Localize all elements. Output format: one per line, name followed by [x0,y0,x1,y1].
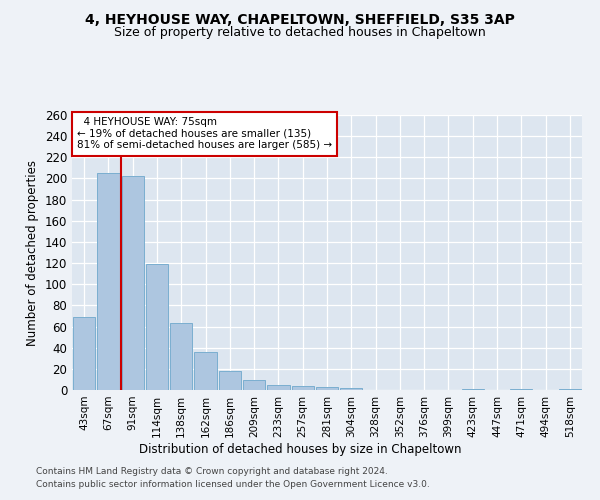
Bar [194,352,217,390]
Bar [316,387,338,390]
Bar [97,173,119,390]
Bar [340,388,362,390]
Bar [73,317,95,390]
Text: Distribution of detached houses by size in Chapeltown: Distribution of detached houses by size … [139,442,461,456]
Bar [267,384,290,390]
Bar [146,264,168,390]
Text: Size of property relative to detached houses in Chapeltown: Size of property relative to detached ho… [114,26,486,39]
Bar [122,176,144,390]
Bar [559,389,581,390]
Text: Contains public sector information licensed under the Open Government Licence v3: Contains public sector information licen… [36,480,430,489]
Y-axis label: Number of detached properties: Number of detached properties [26,160,39,346]
Bar [510,389,532,390]
Bar [461,389,484,390]
Text: 4 HEYHOUSE WAY: 75sqm
← 19% of detached houses are smaller (135)
81% of semi-det: 4 HEYHOUSE WAY: 75sqm ← 19% of detached … [77,117,332,150]
Text: Contains HM Land Registry data © Crown copyright and database right 2024.: Contains HM Land Registry data © Crown c… [36,468,388,476]
Text: 4, HEYHOUSE WAY, CHAPELTOWN, SHEFFIELD, S35 3AP: 4, HEYHOUSE WAY, CHAPELTOWN, SHEFFIELD, … [85,12,515,26]
Bar [292,386,314,390]
Bar [218,371,241,390]
Bar [243,380,265,390]
Bar [170,324,193,390]
